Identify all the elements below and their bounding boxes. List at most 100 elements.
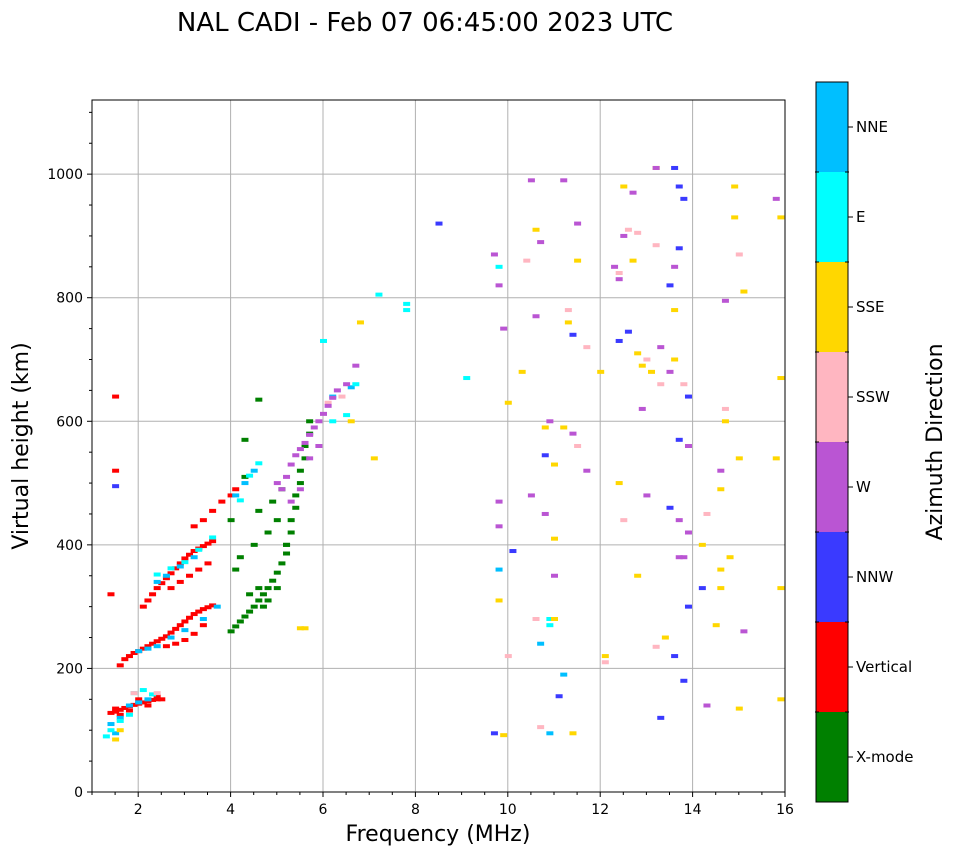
colorbar-tick-label: X-mode [856,748,913,766]
data-point [158,581,166,586]
data-point [777,586,785,591]
data-point [675,437,683,442]
y-tick-label: 200 [56,661,83,677]
data-point [772,196,780,201]
colorbar-tick-label: E [856,208,865,226]
data-point [116,728,124,733]
data-point [675,184,683,189]
data-point [296,626,304,631]
data-point [555,694,563,699]
data-point [717,567,725,572]
data-point [236,619,244,624]
data-point [199,607,207,612]
data-point [347,385,355,390]
data-point [135,697,143,702]
data-point [403,301,411,306]
y-tick-label: 1000 [47,167,83,183]
data-point [181,638,189,643]
data-point [629,190,637,195]
data-point [172,566,180,571]
colorbar-segment [816,442,848,533]
data-point [149,697,157,702]
data-point [495,499,503,504]
data-point [112,709,120,714]
data-point [560,178,568,183]
data-point [283,542,291,547]
data-point [162,634,170,639]
data-point [204,561,212,566]
data-point [139,700,147,705]
data-point [236,555,244,560]
data-point [292,505,300,510]
data-point [135,700,143,705]
data-point [209,539,217,544]
data-point [296,481,304,486]
data-point [162,576,170,581]
data-point [153,586,161,591]
data-point [181,619,189,624]
data-point [287,518,295,523]
data-point [130,691,138,696]
data-point [671,264,679,269]
data-point [232,567,240,572]
data-point [246,609,254,614]
data-point [296,468,304,473]
data-point [638,363,646,368]
data-point [523,258,531,263]
x-tick-label: 16 [776,802,794,818]
data-point [232,493,240,498]
data-point [116,712,124,717]
data-point [112,706,120,711]
data-point [264,586,272,591]
data-point [264,598,272,603]
data-point [684,444,692,448]
x-tick-label: 4 [226,802,235,818]
data-point [564,320,572,325]
x-tick-label: 6 [319,802,328,818]
data-point [112,394,120,399]
colorbar-tick-label: SSE [856,298,885,316]
data-point [116,707,124,712]
data-point [301,456,309,461]
data-point [125,708,133,713]
x-axis: 2 4 6 8 10 12 14 16 [91,792,794,818]
data-point [301,626,309,631]
data-point [652,644,660,649]
data-point [675,555,683,560]
data-point [527,493,535,498]
data-point [698,542,706,547]
data-point [698,586,706,591]
data-point [329,395,337,400]
data-point [777,697,785,702]
data-point [721,419,729,424]
y-tick-label: 600 [56,414,83,430]
data-point [324,400,332,405]
data-point [153,694,161,699]
data-point [338,394,346,399]
data-point [135,649,143,654]
data-point [287,462,295,467]
data-point [153,691,161,696]
data-point [537,240,545,245]
data-point [495,283,503,288]
data-point [320,411,327,416]
data-point [232,624,240,629]
data-point [204,541,212,546]
y-axis: 0 200 400 600 800 1000 [47,111,92,801]
data-point [112,468,120,473]
data-point [232,487,240,492]
x-tick-label: 8 [411,802,420,818]
data-point [666,369,674,374]
data-point [241,614,249,619]
data-point [726,555,734,560]
data-point [671,654,679,659]
data-point [107,710,115,715]
data-point [634,230,642,235]
data-point [250,542,258,547]
data-point [195,609,203,614]
data-point [495,524,503,529]
data-point [209,535,217,540]
data-point [190,612,198,617]
data-point [144,646,152,651]
data-point [721,406,729,411]
